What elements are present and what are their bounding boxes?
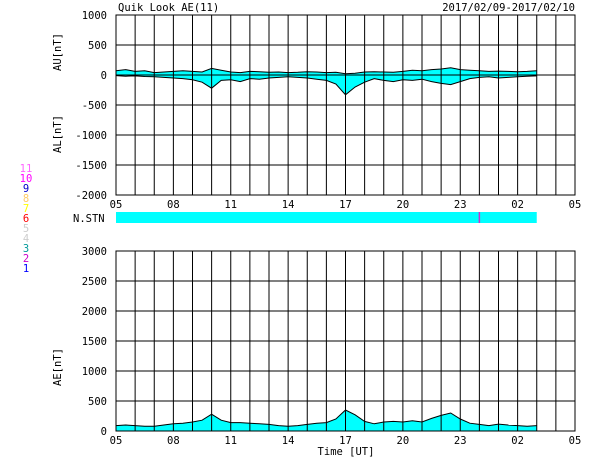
- y-tick-label: 0: [101, 70, 107, 82]
- y-tick-label: 1000: [82, 366, 107, 378]
- y-tick-label: 1000: [82, 10, 107, 22]
- au-al-panel: 1000 500 0 -500 -1000 -1500 -2000 05 08 11 14 17 20…: [52, 10, 581, 211]
- y-tick-label: 2000: [82, 306, 107, 318]
- x-tick-label: 23: [454, 435, 467, 447]
- x-tick-label: 05: [569, 435, 582, 447]
- legend-station-3: 3: [23, 243, 29, 255]
- y-tick-label: 0: [101, 426, 107, 438]
- x-tick-label: 14: [282, 199, 295, 211]
- au-axis-label: AU[nT]: [52, 33, 64, 71]
- legend-station-10: 10: [20, 173, 33, 185]
- x-tick-label: 17: [339, 435, 352, 447]
- x-tick-label: 20: [397, 435, 410, 447]
- x-tick-label: 02: [511, 435, 524, 447]
- y-tick-label: 2500: [82, 276, 107, 288]
- legend-station-5: 5: [23, 223, 29, 235]
- ae-fill: [116, 410, 537, 431]
- legend-station-2: 2: [23, 253, 29, 265]
- legend-station-8: 8: [23, 193, 29, 205]
- x-tick-label: 08: [167, 199, 180, 211]
- y-tick-label: 500: [88, 40, 107, 52]
- x-tick-label: 05: [110, 435, 123, 447]
- chart-title: Quik Look AE(11): [118, 2, 219, 14]
- legend-station-7: 7: [23, 203, 29, 215]
- al-axis-label: AL[nT]: [52, 115, 64, 153]
- legend-station-9: 9: [23, 183, 29, 195]
- x-tick-label: 11: [224, 435, 237, 447]
- x-tick-label: 14: [282, 435, 295, 447]
- x-tick-label: 05: [110, 199, 123, 211]
- y-tick-label: 3000: [82, 246, 107, 258]
- y-tick-label: -1000: [75, 130, 107, 142]
- x-tick-label: 02: [511, 199, 524, 211]
- legend-station-1: 1: [23, 263, 29, 275]
- x-tick-label: 11: [224, 199, 237, 211]
- plot-frame: [115, 250, 576, 432]
- y-tick-label: 1500: [82, 336, 107, 348]
- y-tick-label: -500: [82, 100, 107, 112]
- station-panel: N.STN: [73, 212, 537, 225]
- legend-station-11: 11: [20, 163, 33, 175]
- station-bar: [116, 212, 537, 223]
- y-tick-label: -1500: [75, 160, 107, 172]
- x-tick-label: 23: [454, 199, 467, 211]
- legend-station-6: 6: [23, 213, 29, 225]
- date-range: 2017/02/09-2017/02/10: [442, 2, 575, 14]
- x-tick-label: 08: [167, 435, 180, 447]
- y-tick-label: 500: [88, 396, 107, 408]
- station-label: N.STN: [73, 213, 105, 225]
- x-tick-label: 17: [339, 199, 352, 211]
- y-tick-label: -2000: [75, 190, 107, 202]
- x-tick-label: 05: [569, 199, 582, 211]
- x-axis-label: Time [UT]: [318, 446, 375, 458]
- ae-panel: 3000 2500 2000 1500 1000 500 0 05 08 11 14 17 20 23 0…: [52, 246, 581, 458]
- ae-axis-label: AE[nT]: [52, 348, 64, 386]
- plot-frame: [115, 14, 576, 196]
- legend-station-4: 4: [23, 233, 29, 245]
- x-tick-label: 20: [397, 199, 410, 211]
